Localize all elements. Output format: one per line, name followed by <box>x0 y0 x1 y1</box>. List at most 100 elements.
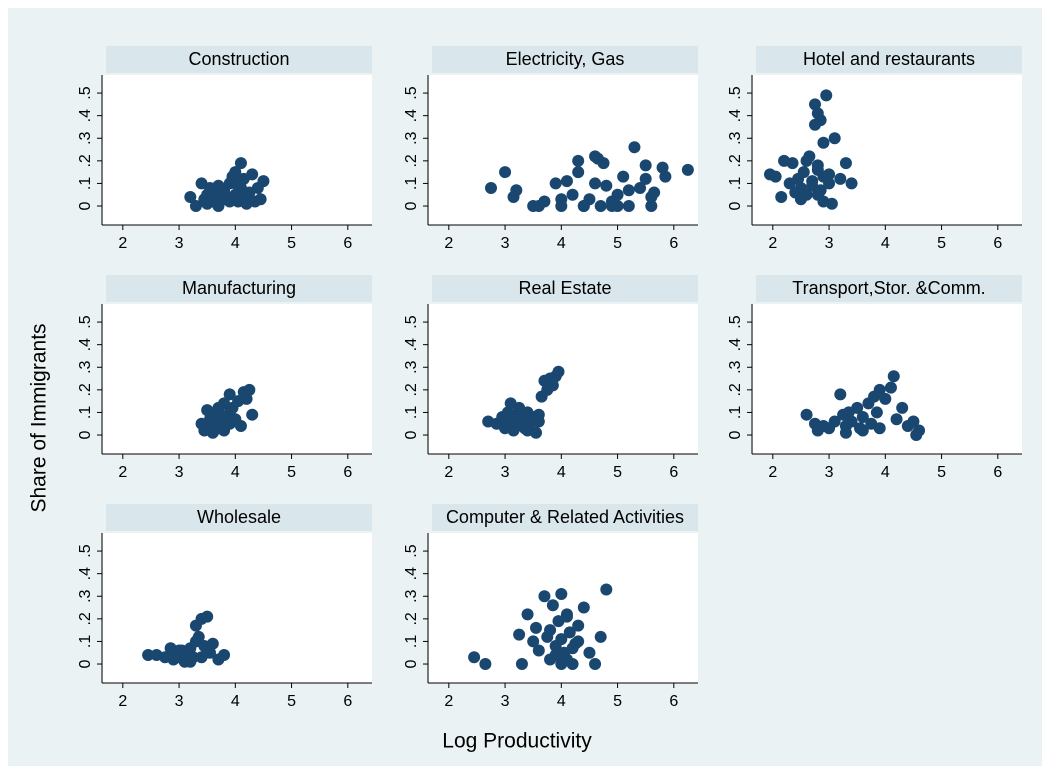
x-tick-label: 4 <box>231 235 240 252</box>
y-tick-label: 0 <box>727 201 744 210</box>
y-tick-label: .2 <box>403 383 420 396</box>
y-tick-label: 0 <box>403 430 420 439</box>
x-tick-label: 2 <box>768 235 777 252</box>
x-tick-label: 2 <box>118 693 127 710</box>
scatter-point <box>800 408 813 421</box>
scatter-point <box>560 610 573 623</box>
panel-strip <box>432 275 698 302</box>
scatter-point <box>913 424 926 437</box>
scatter-point <box>218 419 231 432</box>
panel-title: Electricity, Gas <box>506 49 625 69</box>
scatter-point <box>809 98 821 111</box>
scatter-point <box>645 190 658 203</box>
y-tick-label: .5 <box>403 86 420 99</box>
x-tick-label: 6 <box>343 235 352 252</box>
y-tick-label: 0 <box>403 201 420 210</box>
scatter-point <box>628 141 641 154</box>
panel-title: Wholesale <box>197 507 281 527</box>
scatter-point <box>820 89 833 102</box>
panel-strip <box>106 46 372 73</box>
scatter-point <box>572 619 585 632</box>
y-tick-label: .2 <box>77 154 94 167</box>
y-tick-label: .3 <box>727 360 744 373</box>
x-tick-label: 2 <box>444 464 453 481</box>
scatter-point <box>817 136 830 149</box>
scatter-point <box>775 190 788 203</box>
scatter-point <box>206 637 219 650</box>
scatter-point <box>828 415 841 428</box>
y-tick-label: .5 <box>77 544 94 557</box>
y-axis-label: Share of Immigrants <box>28 323 51 512</box>
plot-region <box>753 75 1022 225</box>
y-tick-label: .5 <box>77 86 94 99</box>
panel-strip <box>756 46 1022 73</box>
y-tick-label: .3 <box>403 360 420 373</box>
y-tick-label: .1 <box>403 635 420 648</box>
plot-region <box>103 533 372 683</box>
y-tick-label: 0 <box>403 659 420 668</box>
scatter-point <box>834 388 847 401</box>
scatter-point <box>195 651 208 664</box>
scatter-point <box>800 154 813 167</box>
scatter-point <box>532 408 545 421</box>
scatter-point <box>600 583 613 596</box>
scatter-point <box>639 172 652 185</box>
y-tick-label: .5 <box>77 315 94 328</box>
scatter-point <box>234 188 247 201</box>
scatter-point <box>769 170 782 183</box>
panel-title: Construction <box>188 49 289 69</box>
y-tick-label: .1 <box>727 406 744 419</box>
scatter-point <box>873 422 886 435</box>
x-tick-label: 3 <box>175 235 184 252</box>
scatter-point <box>546 599 559 612</box>
scatter-point <box>246 408 259 421</box>
scatter-point <box>856 424 869 437</box>
x-tick-label: 4 <box>557 693 566 710</box>
scatter-point <box>572 154 585 167</box>
scatter-point <box>594 630 607 643</box>
x-tick-label: 2 <box>768 464 777 481</box>
panel-strip <box>432 46 698 73</box>
y-tick-label: .3 <box>403 131 420 144</box>
x-tick-label: 6 <box>669 235 678 252</box>
x-tick-label: 4 <box>881 464 890 481</box>
scatter-point <box>218 648 231 661</box>
x-tick-label: 2 <box>118 464 127 481</box>
x-tick-label: 6 <box>993 235 1002 252</box>
scatter-point <box>856 410 869 423</box>
scatter-point <box>243 383 256 396</box>
y-tick-label: .4 <box>77 338 94 351</box>
y-tick-label: 0 <box>77 430 94 439</box>
scatter-point <box>555 193 568 206</box>
scatter-point <box>589 177 602 190</box>
scatter-point <box>538 590 551 603</box>
x-tick-label: 3 <box>825 235 834 252</box>
scatter-point <box>521 608 534 621</box>
scatter-point <box>555 587 568 600</box>
y-tick-label: .3 <box>77 589 94 602</box>
y-tick-label: .5 <box>403 544 420 557</box>
scatter-point <box>513 628 526 641</box>
y-tick-label: .3 <box>77 360 94 373</box>
y-tick-label: .1 <box>77 635 94 648</box>
scatter-point <box>240 197 253 210</box>
scatter-point <box>591 152 604 165</box>
scatter-point <box>552 365 565 378</box>
scatter-point <box>566 188 579 201</box>
scatter-point <box>240 392 253 405</box>
scatter-point <box>600 179 613 192</box>
scatter-point <box>246 168 259 181</box>
scatter-point <box>142 648 155 661</box>
y-tick-label: .5 <box>403 315 420 328</box>
x-tick-label: 3 <box>175 464 184 481</box>
x-axis-label: Log Productivity <box>442 730 592 753</box>
x-tick-label: 5 <box>287 693 296 710</box>
scatter-point <box>257 175 270 188</box>
x-tick-label: 6 <box>993 464 1002 481</box>
y-tick-label: .5 <box>727 315 744 328</box>
scatter-point <box>817 170 830 183</box>
x-tick-label: 4 <box>557 464 566 481</box>
panel-title: Transport,Stor. &Comm. <box>792 278 985 298</box>
y-tick-label: .4 <box>403 338 420 351</box>
